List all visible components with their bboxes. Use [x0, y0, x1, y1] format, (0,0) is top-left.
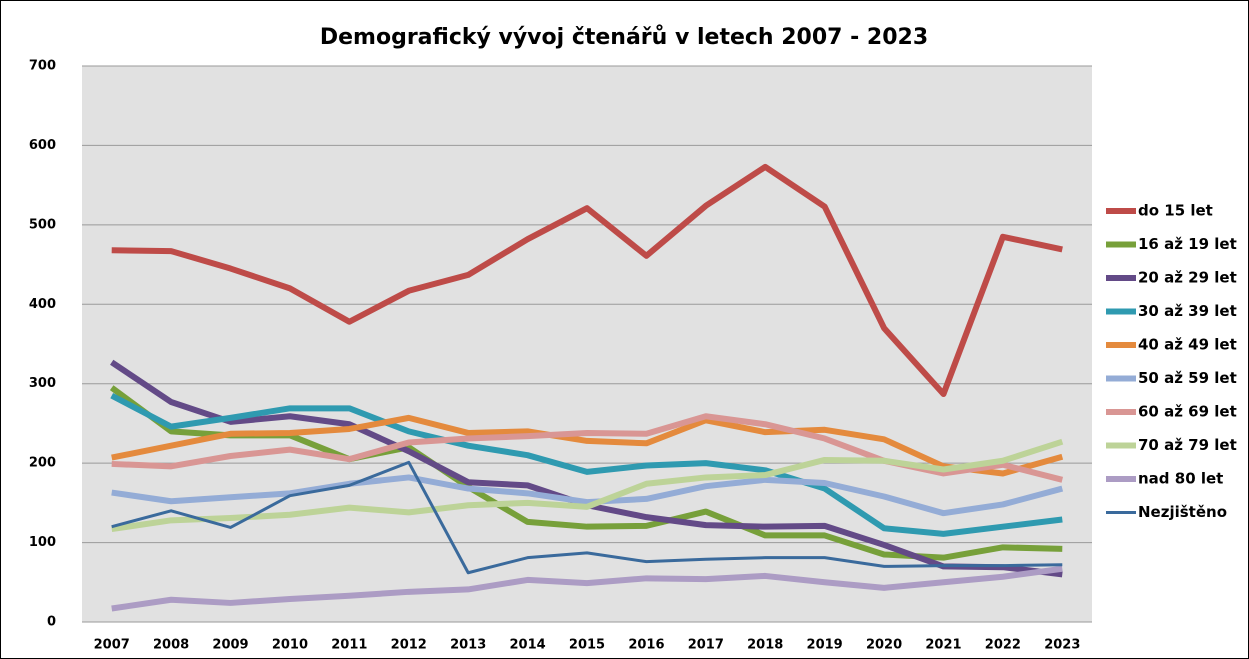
legend-label: 60 až 69 let [1138, 403, 1237, 421]
x-tick-label: 2014 [509, 638, 545, 653]
y-tick-label: 0 [47, 615, 56, 630]
y-tick-label: 700 [29, 59, 56, 74]
y-tick-label: 200 [29, 456, 56, 471]
x-tick-label: 2010 [272, 638, 308, 653]
x-tick-label: 2011 [331, 638, 367, 653]
x-tick-label: 2007 [94, 638, 130, 653]
x-tick-label: 2008 [153, 638, 189, 653]
x-tick-label: 2012 [391, 638, 427, 653]
legend-label: 16 až 19 let [1138, 235, 1237, 253]
x-tick-label: 2020 [866, 638, 902, 653]
series-line [111, 565, 1063, 612]
x-tick-label: 2015 [569, 638, 605, 653]
x-tick-label: 2016 [628, 638, 664, 653]
x-tick-label: 2018 [747, 638, 783, 653]
x-tick-label: 2019 [807, 638, 843, 653]
x-tick-label: 2022 [985, 638, 1021, 653]
series-line [111, 414, 1064, 477]
y-tick-label: 500 [29, 217, 56, 232]
legend-label: do 15 let [1138, 202, 1213, 220]
series-line [111, 163, 1063, 398]
x-tick-label: 2017 [688, 638, 724, 653]
legend-label: 50 až 59 let [1138, 369, 1237, 387]
y-tick-label: 400 [29, 297, 56, 312]
legend-label: 30 až 39 let [1138, 302, 1237, 320]
x-tick-label: 2009 [212, 638, 248, 653]
series-line [111, 438, 1064, 533]
x-tick-label: 2013 [450, 638, 486, 653]
series-line [111, 460, 1063, 575]
y-tick-label: 600 [29, 138, 56, 153]
y-tick-label: 100 [29, 535, 56, 550]
legend-label: Nezjištěno [1138, 503, 1227, 521]
legend-label: 40 až 49 let [1138, 336, 1237, 354]
plot-area [82, 66, 1092, 622]
y-tick-label: 300 [29, 376, 56, 391]
legend-label: nad 80 let [1138, 470, 1223, 488]
chart-title: Demografický vývoj čtenářů v letech 2007… [320, 25, 928, 50]
series-line [110, 392, 1063, 537]
series-line [111, 474, 1064, 517]
x-tick-label: 2023 [1044, 638, 1080, 653]
legend-label: 20 až 29 let [1138, 269, 1237, 287]
legend-label: 70 až 79 let [1138, 436, 1237, 454]
x-tick-label: 2021 [925, 638, 961, 653]
